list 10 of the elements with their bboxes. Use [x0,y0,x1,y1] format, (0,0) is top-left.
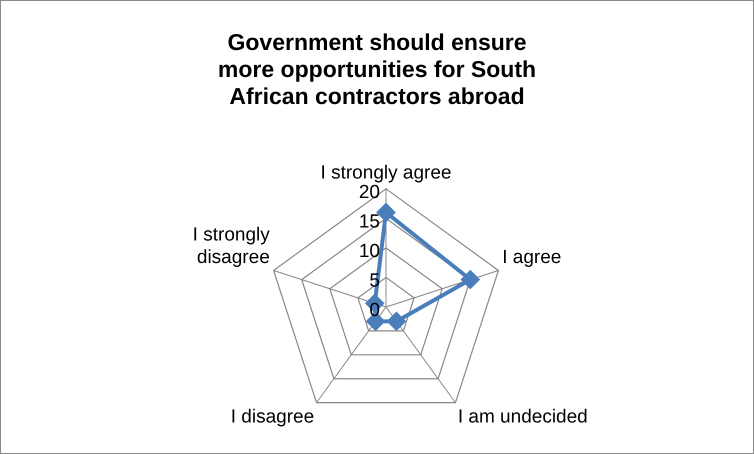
spoke-label: I agree [502,247,562,268]
y-tick-label: 0 [369,300,380,322]
spoke-label: I am undecided [458,406,588,428]
spoke-label: I strongly disagree [192,224,270,268]
spoke-label: I strongly agree [320,162,452,184]
y-tick-label: 15 [358,212,380,233]
spoke-label: I disagree [230,406,314,428]
y-tick-label: 10 [358,241,380,262]
y-tick-label: 20 [358,182,380,204]
chart-title: Government should ensure more opportunities for South African contractors abroad [216,29,538,110]
